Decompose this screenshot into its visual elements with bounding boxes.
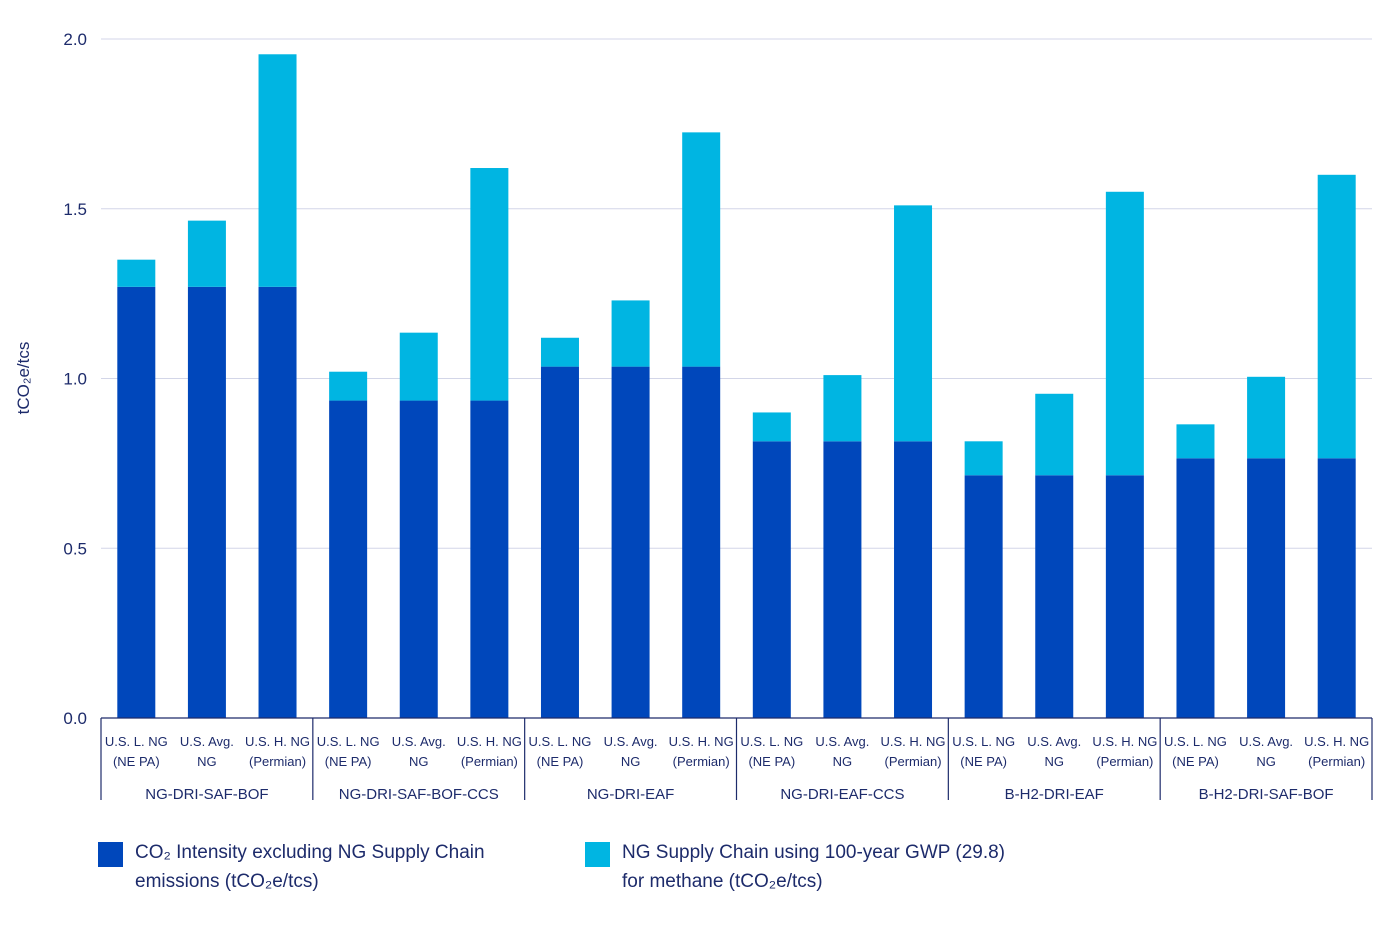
bar-supply-segment xyxy=(1035,393,1074,476)
bar-base-segment xyxy=(329,400,368,718)
bar-base-segment xyxy=(894,441,933,718)
bar-category-label: U.S. Avg. xyxy=(815,734,869,749)
legend-item-base: CO₂ Intensity excluding NG Supply Chain … xyxy=(98,838,535,896)
bar-category-label: U.S. Avg. xyxy=(392,734,446,749)
bar-category-label: U.S. L. NG xyxy=(529,734,592,749)
bar-base-segment xyxy=(1176,458,1215,718)
bar-supply-segment xyxy=(1317,174,1356,459)
bar-category-label: U.S. Avg. xyxy=(1027,734,1081,749)
y-axis-label: tCO₂e/tcs xyxy=(14,342,33,415)
bar-base-segment xyxy=(1247,458,1286,718)
bar-category-label: NG xyxy=(833,754,853,769)
bar-base-segment xyxy=(823,441,862,718)
bar-supply-segment xyxy=(1247,376,1286,459)
bar-base-segment xyxy=(752,441,791,718)
bar-category-label: NG xyxy=(621,754,641,769)
bar-supply-segment xyxy=(258,54,297,287)
bar-supply-segment xyxy=(470,168,509,401)
y-tick-label: 1.5 xyxy=(63,200,87,219)
bar-supply-segment xyxy=(117,259,156,287)
bar-base-segment xyxy=(1105,475,1144,718)
bar-base-segment xyxy=(1035,475,1074,718)
bar-category-label: U.S. Avg. xyxy=(604,734,658,749)
bar-category-label: U.S. H. NG xyxy=(1092,734,1157,749)
bar-category-label: U.S. L. NG xyxy=(952,734,1015,749)
bar-supply-segment xyxy=(329,371,368,401)
y-tick-label: 0.5 xyxy=(63,539,87,558)
bar-base-segment xyxy=(258,286,297,718)
legend-label-supply: NG Supply Chain using 100-year GWP (29.8… xyxy=(622,842,1005,892)
bar-category-label: U.S. Avg. xyxy=(1239,734,1293,749)
group-label: NG-DRI-SAF-BOF-CCS xyxy=(339,786,499,803)
bar-base-segment xyxy=(611,366,650,718)
bar-category-label: (NE PA) xyxy=(325,754,372,769)
y-axis-ticks: 0.0 0.5 1.0 1.5 2.0 xyxy=(63,30,87,728)
bar-supply-segment xyxy=(611,300,650,367)
bar-category-label: NG xyxy=(1045,754,1065,769)
legend-item-supply: NG Supply Chain using 100-year GWP (29.8… xyxy=(585,838,1022,896)
bar-base-segment xyxy=(470,400,509,718)
bar-category-label: U.S. L. NG xyxy=(740,734,803,749)
legend-label-base: CO₂ Intensity excluding NG Supply Chain … xyxy=(135,842,485,892)
bar-supply-segment xyxy=(187,220,226,287)
y-tick-label: 0.0 xyxy=(63,709,87,728)
bar-supply-segment xyxy=(894,205,933,442)
group-label: B-H2-DRI-SAF-BOF xyxy=(1199,786,1334,803)
bar-category-label: NG xyxy=(197,754,217,769)
group-label: B-H2-DRI-EAF xyxy=(1005,786,1104,803)
bar-supply-segment xyxy=(540,337,579,367)
group-label: NG-DRI-EAF xyxy=(587,786,675,803)
bar-supply-segment xyxy=(752,412,791,442)
y-tick-label: 2.0 xyxy=(63,30,87,49)
bar-category-label: U.S. H. NG xyxy=(457,734,522,749)
bar-category-label: (NE PA) xyxy=(960,754,1007,769)
y-tick-label: 1.0 xyxy=(63,370,87,389)
bar-base-segment xyxy=(964,475,1003,718)
bar-supply-segment xyxy=(1176,424,1215,459)
bar-category-label: NG xyxy=(409,754,429,769)
bar-base-segment xyxy=(682,366,721,718)
bar-category-label: NG xyxy=(1256,754,1276,769)
bar-base-segment xyxy=(540,366,579,718)
bar-category-label: (Permian) xyxy=(1308,754,1365,769)
bar-category-label: (NE PA) xyxy=(1172,754,1219,769)
bars xyxy=(117,54,1356,718)
bar-category-label: (Permian) xyxy=(1096,754,1153,769)
legend-swatch-base xyxy=(98,842,123,867)
bar-category-label: (Permian) xyxy=(249,754,306,769)
bar-category-label: (Permian) xyxy=(673,754,730,769)
bar-category-label: U.S. H. NG xyxy=(1304,734,1369,749)
bar-category-label: (Permian) xyxy=(884,754,941,769)
bar-supply-segment xyxy=(682,132,721,367)
group-label: NG-DRI-SAF-BOF xyxy=(145,786,268,803)
bar-base-segment xyxy=(1317,458,1356,718)
bar-category-label: U.S. Avg. xyxy=(180,734,234,749)
group-label: NG-DRI-EAF-CCS xyxy=(780,786,904,803)
bar-category-label: (NE PA) xyxy=(748,754,795,769)
bar-base-segment xyxy=(399,400,438,718)
bar-base-segment xyxy=(187,286,226,718)
bar-base-segment xyxy=(117,286,156,718)
bar-supply-segment xyxy=(399,332,438,401)
bar-category-label: (NE PA) xyxy=(113,754,160,769)
bar-category-label: U.S. L. NG xyxy=(1164,734,1227,749)
bar-supply-segment xyxy=(964,441,1003,476)
x-axis: U.S. L. NG (NE PA) U.S. Avg. NG U.S. H. NG (P… xyxy=(100,717,1373,803)
bar-category-label: U.S. L. NG xyxy=(317,734,380,749)
gridlines xyxy=(101,38,1372,549)
bar-category-label: (Permian) xyxy=(461,754,518,769)
bar-supply-segment xyxy=(823,375,862,442)
bar-category-label: U.S. L. NG xyxy=(105,734,168,749)
bar-category-label: U.S. H. NG xyxy=(881,734,946,749)
bar-supply-segment xyxy=(1105,191,1144,476)
bar-category-label: U.S. H. NG xyxy=(245,734,310,749)
bar-category-label: (NE PA) xyxy=(537,754,584,769)
legend-swatch-supply xyxy=(585,842,610,867)
bar-category-label: U.S. H. NG xyxy=(669,734,734,749)
